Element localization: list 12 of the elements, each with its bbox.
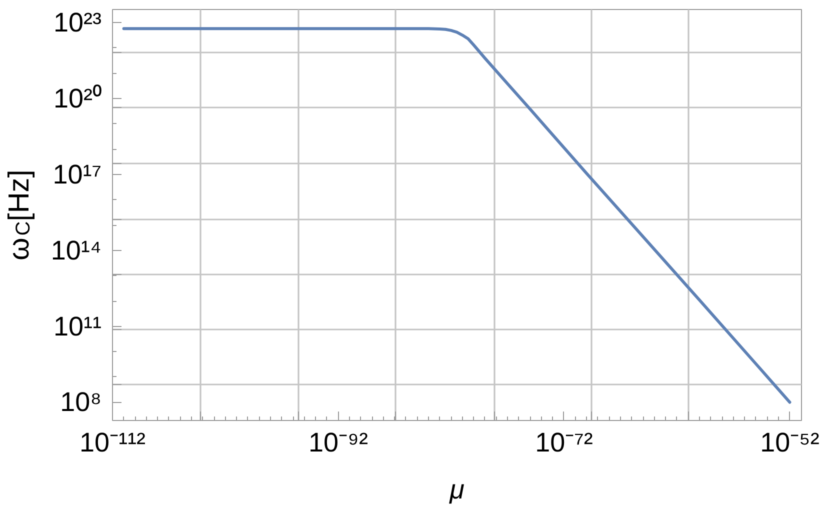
y-tick-label: 10¹⁴	[50, 235, 102, 266]
x-tick-label: 10⁻¹¹²	[79, 428, 146, 458]
y-tick-label: 10²⁰	[53, 84, 102, 114]
x-tick-label: 10⁻⁵²	[760, 428, 820, 458]
y-tick-label: 10¹¹	[53, 311, 102, 342]
y-tick-label: 10⁸	[60, 387, 102, 418]
x-axis-title: μ	[448, 474, 465, 504]
y-tick-label: 10²³	[53, 8, 102, 38]
x-tick-label: 10⁻⁷²	[535, 428, 593, 458]
y-tick-label: 10¹⁷	[52, 159, 102, 190]
y-axis-title: ωC[Hz]	[4, 170, 36, 260]
x-tick-label: 10⁻⁹²	[308, 428, 368, 458]
